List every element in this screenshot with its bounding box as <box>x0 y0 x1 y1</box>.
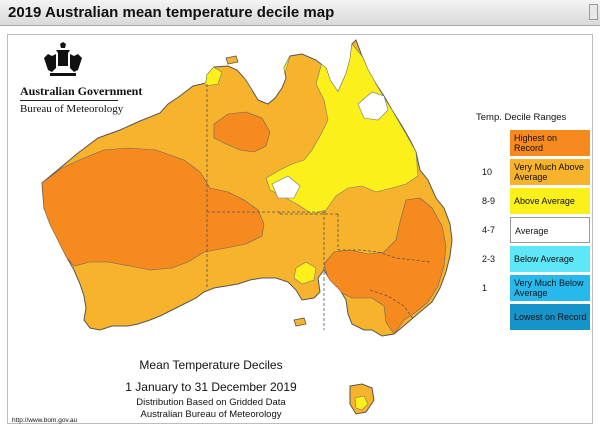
legend-range: 4-7 <box>482 225 496 235</box>
caption-title: Mean Temperature Deciles <box>139 358 283 372</box>
government-name: Australian Government <box>20 84 143 98</box>
region-above-average-south <box>293 261 317 285</box>
coat-of-arms-icon <box>44 42 82 76</box>
tasmania-above-average <box>354 395 369 411</box>
region-above-average-victoria <box>311 311 347 336</box>
legend-category: Highest on Record <box>514 133 558 153</box>
window-titlebar: 2019 Australian mean temperature decile … <box>0 0 600 26</box>
legend-category: Above Average <box>514 196 575 206</box>
caption-period: 1 January to 31 December 2019 <box>125 380 297 394</box>
legend-row: 8-9 Above Average <box>474 188 592 216</box>
region-average-queensland <box>271 175 301 199</box>
legend-category: Very Much Below Average <box>514 278 584 298</box>
legend-row: 2-3 Below Average <box>474 246 592 274</box>
legend-category: Very Much Above Average <box>514 162 585 182</box>
legend-row: 10 Very Much Above Average <box>474 159 592 187</box>
region-above-average-northeast <box>265 43 419 215</box>
caption-source: Australian Bureau of Meteorology <box>140 409 282 420</box>
legend-swatch: Below Average <box>510 246 590 272</box>
legend-range: 1 <box>482 283 488 293</box>
region-average-capeyork <box>357 91 389 121</box>
legend-row: Highest on Record <box>474 130 592 158</box>
legend-row: Lowest on Record <box>474 304 592 332</box>
legend-category: Below Average <box>514 254 574 264</box>
legend-row: 4-7 Average <box>474 217 592 245</box>
legend-row: 1 Very Much Below Average <box>474 275 592 303</box>
government-logo: Australian Government Bureau of Meteorol… <box>18 42 142 118</box>
region-record-east <box>323 197 447 335</box>
region-record-west <box>42 147 265 271</box>
legend-swatch: Highest on Record <box>510 130 590 156</box>
legend-swatch: Very Much Below Average <box>510 275 590 301</box>
legend-category: Average <box>515 226 549 236</box>
region-record-northern-territory <box>213 111 271 153</box>
legend-range: 2-3 <box>482 254 496 264</box>
map-caption: Mean Temperature Deciles 1 January to 31… <box>116 358 306 421</box>
agency-name: Bureau of Meteorology <box>20 103 124 115</box>
logo-divider <box>20 100 118 101</box>
footer-url[interactable]: http://www.bom.gov.au <box>12 417 78 424</box>
melville-island <box>225 55 239 65</box>
legend-category: Lowest on Record <box>514 312 587 322</box>
caption-method: Distribution Based on Gridded Data <box>136 397 286 408</box>
legend-swatch: Very Much Above Average <box>510 159 590 185</box>
legend-swatch: Above Average <box>510 188 590 214</box>
kangaroo-island <box>293 317 307 327</box>
legend-title: Temp. Decile Ranges <box>476 112 567 123</box>
legend-swatch: Average <box>510 217 590 243</box>
legend-range: 8-9 <box>482 196 496 206</box>
legend-range: 10 <box>482 167 493 177</box>
window-resize-handle[interactable] <box>589 4 598 20</box>
window-title: 2019 Australian mean temperature decile … <box>8 4 335 21</box>
decile-legend: Temp. Decile Ranges Highest on Record 10 V… <box>474 112 592 330</box>
state-borders <box>206 84 431 330</box>
legend-swatch: Lowest on Record <box>510 304 590 330</box>
